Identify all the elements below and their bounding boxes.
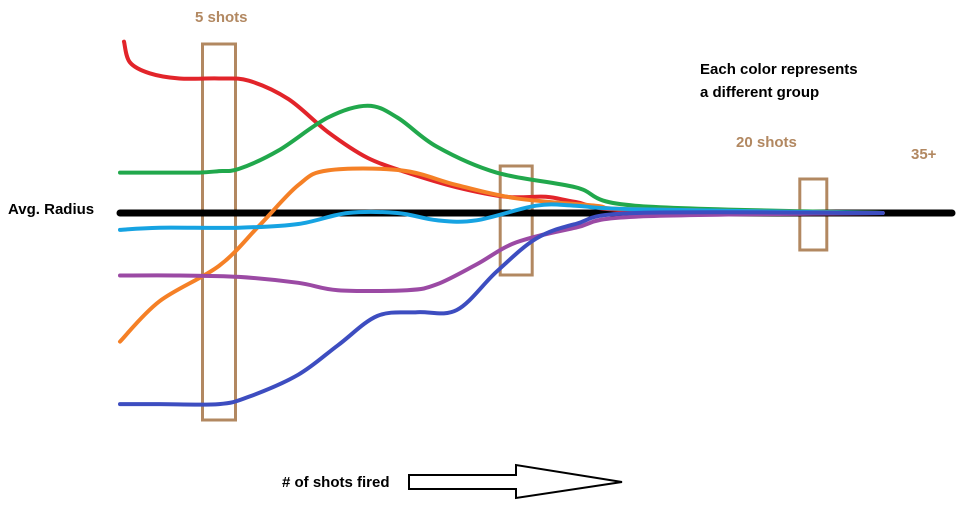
annotation-box-5 xyxy=(201,42,237,422)
annotation-label-35-plus: 35+ xyxy=(911,146,937,163)
note-line-1: Each color represents xyxy=(700,61,858,78)
right-arrow-icon xyxy=(408,463,623,500)
series-line-blue xyxy=(118,210,885,407)
y-axis-label: Avg. Radius xyxy=(8,201,95,218)
series-line-cyan xyxy=(118,202,885,232)
series-line-purple xyxy=(118,211,885,294)
x-axis-label: # of shots fired xyxy=(282,474,390,491)
series-lines xyxy=(118,39,885,407)
note-line-2: a different group xyxy=(700,84,820,101)
series-line-green xyxy=(118,103,885,215)
annotation-label-20-shots: 20 shots xyxy=(736,134,797,151)
annotation-label-5-shots: 5 shots xyxy=(195,9,248,26)
annotation-box-20 xyxy=(498,164,534,277)
